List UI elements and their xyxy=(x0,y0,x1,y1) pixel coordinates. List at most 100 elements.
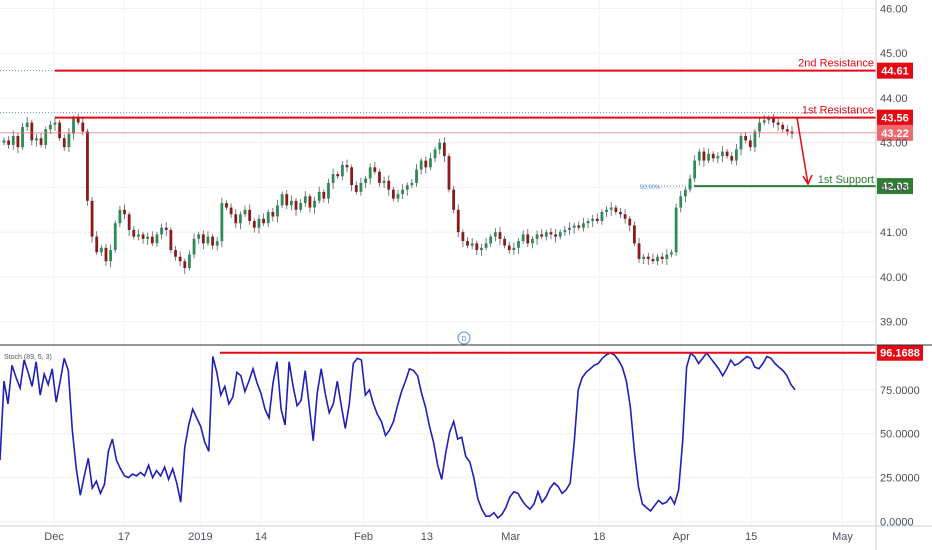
price-tick-label: 40.00 xyxy=(880,272,908,284)
candle-body xyxy=(192,238,196,255)
candle-body xyxy=(711,153,715,159)
price-tick-label: 45.00 xyxy=(880,48,908,60)
candle-body xyxy=(359,182,363,192)
level-badge xyxy=(877,62,913,79)
candle-body xyxy=(419,160,423,170)
candle-body xyxy=(211,236,214,246)
price-tick-label: 44.00 xyxy=(880,93,908,105)
candle-body xyxy=(345,165,349,168)
candle-body xyxy=(354,185,358,192)
candle-body xyxy=(730,156,734,161)
candle-body xyxy=(174,250,177,257)
candle-body xyxy=(628,218,632,226)
level-badge xyxy=(877,124,913,141)
candle-body xyxy=(95,236,99,253)
stoch-tick-label: 50.0000 xyxy=(880,429,920,441)
time-tick-label: 13 xyxy=(421,531,433,543)
candle-body xyxy=(146,236,150,239)
candle-body xyxy=(396,194,400,199)
candle-body xyxy=(656,256,659,262)
candle-body xyxy=(387,180,391,190)
stoch-grid xyxy=(0,389,876,522)
candle-body xyxy=(266,212,270,224)
candle-body xyxy=(35,138,38,141)
candle-body xyxy=(81,122,85,132)
candle-body xyxy=(201,234,205,244)
candle-body xyxy=(72,118,75,134)
stoch-tick-label: 25.0000 xyxy=(880,473,920,485)
candle-body xyxy=(702,151,706,161)
candle-body xyxy=(665,254,669,259)
dividend-marker[interactable]: D xyxy=(457,331,471,345)
candle-body xyxy=(368,167,372,179)
candle-body xyxy=(785,129,789,132)
candle-body xyxy=(62,138,66,148)
main-grid xyxy=(0,0,876,525)
candle-body xyxy=(466,241,469,246)
candle-body xyxy=(507,245,511,251)
candle-body xyxy=(549,232,553,235)
candle-body xyxy=(415,169,418,183)
candle-body xyxy=(410,182,414,186)
candle-body xyxy=(109,250,113,262)
candle-body xyxy=(257,218,261,228)
candle-body xyxy=(30,122,34,141)
candle-body xyxy=(725,151,729,157)
candle-body xyxy=(127,214,131,230)
level-badge-label: 43.22 xyxy=(881,128,909,140)
candle-body xyxy=(558,232,562,237)
candle-body xyxy=(503,238,507,246)
price-axis-background xyxy=(876,0,932,550)
candle-body xyxy=(280,194,284,206)
price-tick-label: 43.00 xyxy=(880,138,908,150)
candle-body xyxy=(707,153,710,161)
candle-body xyxy=(104,247,108,262)
candle-body xyxy=(340,165,344,177)
time-tick-label: 2019 xyxy=(188,531,212,543)
projection-arrow-shaft xyxy=(796,117,809,185)
candle-body xyxy=(197,234,201,239)
resistance-1-label: 1st Resistance xyxy=(802,105,874,117)
candle-body xyxy=(48,124,52,130)
candle-body xyxy=(234,214,238,224)
candle-body xyxy=(484,243,488,248)
time-tick-label: 17 xyxy=(118,531,130,543)
candle-body xyxy=(252,220,256,228)
candle-body xyxy=(452,189,456,210)
candle-body xyxy=(526,234,530,244)
level-badge-label: 43.56 xyxy=(881,113,909,125)
candle-body xyxy=(531,238,534,244)
candle-body xyxy=(336,174,340,177)
candle-body xyxy=(651,259,655,262)
candle-body xyxy=(767,118,771,121)
candle-body xyxy=(660,256,664,259)
candle-body xyxy=(762,120,766,123)
price-candles xyxy=(2,114,794,274)
dividend-marker-circle[interactable] xyxy=(457,331,471,345)
candle-body xyxy=(475,243,479,251)
candle-body xyxy=(313,200,316,208)
candle-body xyxy=(86,131,89,201)
main-panel-background xyxy=(0,0,876,344)
candle-body xyxy=(11,135,15,145)
stoch-tick-label: 75.0000 xyxy=(880,385,920,397)
stoch-line-path xyxy=(0,351,796,520)
candle-body xyxy=(294,200,298,210)
candle-body xyxy=(276,205,279,217)
candle-body xyxy=(572,225,576,228)
candle-body xyxy=(586,220,590,224)
candle-body xyxy=(289,200,293,206)
candle-body xyxy=(67,133,71,148)
candle-body xyxy=(16,135,20,148)
candle-body xyxy=(614,207,618,213)
stoch-level-badge xyxy=(877,344,923,361)
candle-body xyxy=(633,225,636,244)
candle-body xyxy=(683,189,687,197)
candle-body xyxy=(220,203,224,242)
projection-arrow-head xyxy=(802,174,813,186)
candle-body xyxy=(493,232,497,237)
time-tick-label: 18 xyxy=(593,531,605,543)
dividend-marker-label: D xyxy=(461,336,466,343)
candle-body xyxy=(123,209,126,215)
